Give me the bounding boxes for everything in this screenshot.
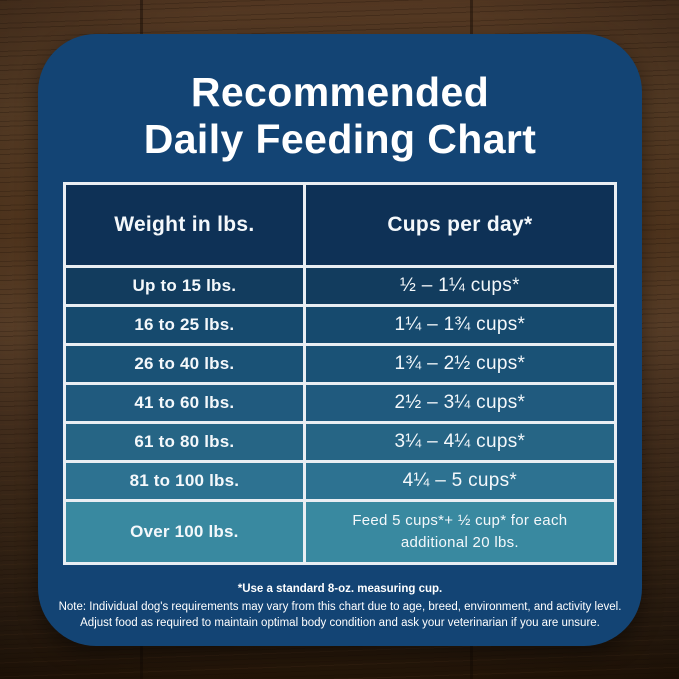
note-line-2: Adjust food as required to maintain opti… bbox=[80, 617, 600, 630]
footnotes: *Use a standard 8-oz. measuring cup. Not… bbox=[58, 583, 622, 632]
column-header-weight: Weight in lbs. bbox=[66, 185, 303, 265]
table-cell-cups: Feed 5 cups*+ ½ cup* for each additional… bbox=[305, 502, 614, 562]
measuring-cup-note: *Use a standard 8-oz. measuring cup. bbox=[237, 583, 443, 595]
table-cell-cups: 1¾ – 2½ cups* bbox=[305, 346, 614, 382]
table-cell-weight: 81 to 100 lbs. bbox=[66, 463, 303, 499]
title-line-2: Daily Feeding Chart bbox=[143, 115, 537, 162]
table-cell-weight: Up to 15 lbs. bbox=[66, 268, 303, 304]
table-cell-weight: Over 100 lbs. bbox=[66, 502, 303, 562]
table-cell-cups: 1¼ – 1¾ cups* bbox=[305, 307, 614, 343]
column-header-cups: Cups per day* bbox=[305, 185, 614, 265]
table-cell-cups: 4¼ – 5 cups* bbox=[305, 463, 614, 499]
note-line-1: Note: Individual dog's requirements may … bbox=[58, 601, 622, 613]
table-cell-weight: 16 to 25 lbs. bbox=[66, 307, 303, 343]
table-cell-cups: ½ – 1¼ cups* bbox=[305, 268, 614, 304]
table-cell-cups: 2½ – 3¼ cups* bbox=[305, 385, 614, 421]
feeding-chart-card: Recommended Daily Feeding Chart Weight i… bbox=[38, 34, 642, 646]
page-title: Recommended Daily Feeding Chart bbox=[38, 69, 642, 162]
table-cell-weight: 26 to 40 lbs. bbox=[66, 346, 303, 382]
feeding-table: Weight in lbs. Cups per day* Up to 15 lb… bbox=[63, 182, 617, 565]
table-cell-weight: 61 to 80 lbs. bbox=[66, 424, 303, 460]
table-cell-cups: 3¼ – 4¼ cups* bbox=[305, 424, 614, 460]
title-line-1: Recommended bbox=[190, 69, 490, 115]
table-cell-weight: 41 to 60 lbs. bbox=[66, 385, 303, 421]
